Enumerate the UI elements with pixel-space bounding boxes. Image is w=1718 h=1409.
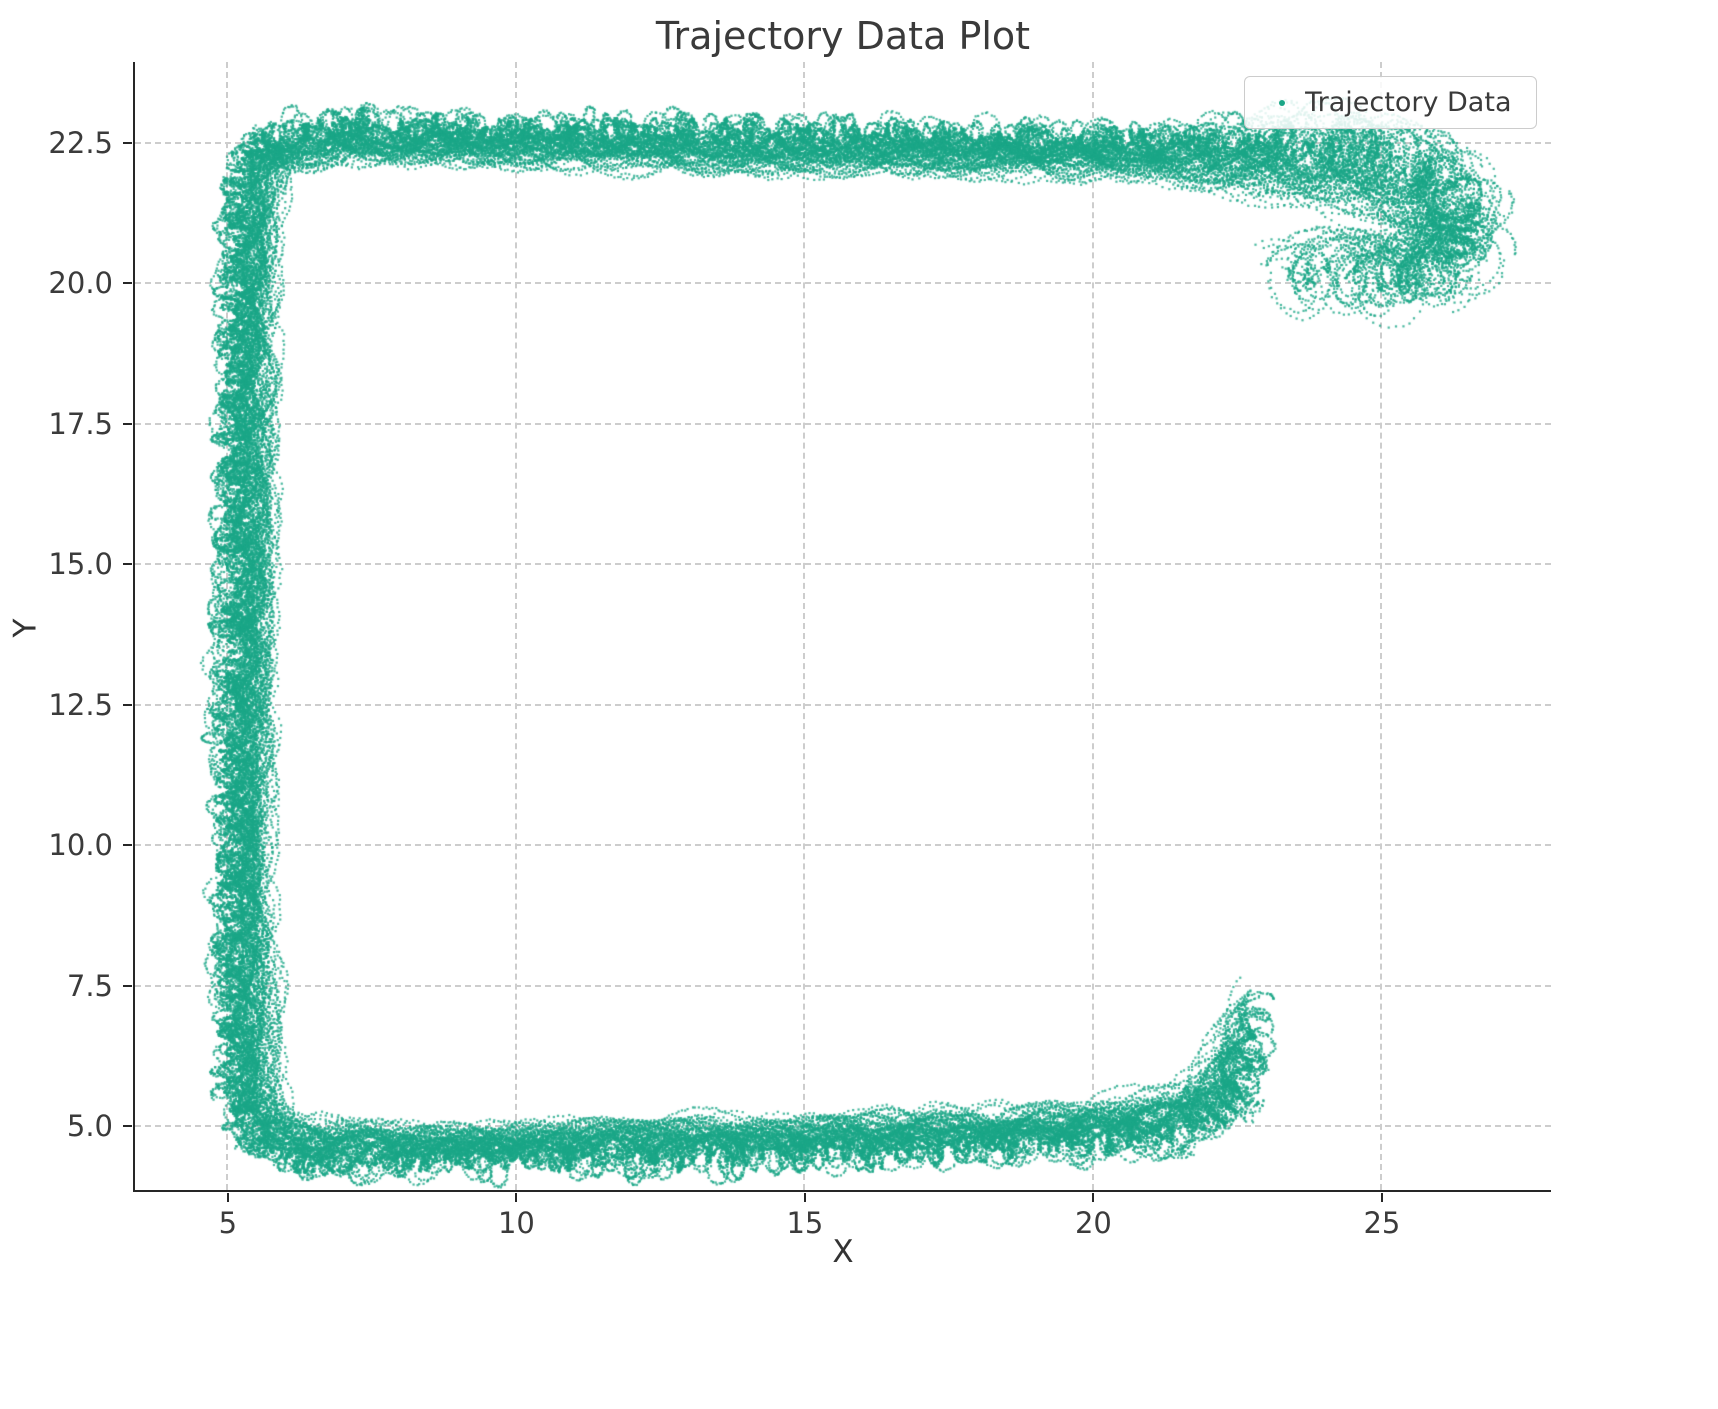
y-tick-label: 17.5: [48, 406, 113, 441]
x-tick-label: 5: [218, 1206, 238, 1240]
x-tick-label: 15: [786, 1206, 824, 1240]
legend: Trajectory Data: [1244, 76, 1537, 129]
y-tick-mark: [123, 1125, 132, 1128]
y-tick-label: 22.5: [48, 125, 113, 160]
y-tick-label: 15.0: [48, 547, 113, 582]
y-tick-label: 12.5: [48, 687, 113, 722]
y-tick-label: 20.0: [48, 266, 113, 301]
x-tick-mark: [515, 1193, 518, 1202]
x-tick-label: 10: [497, 1206, 535, 1240]
y-tick-mark: [123, 563, 132, 566]
y-tick-mark: [123, 984, 132, 987]
y-axis-label: Y: [7, 618, 44, 638]
x-tick-mark: [1092, 1193, 1095, 1202]
legend-label: Trajectory Data: [1305, 87, 1512, 118]
y-tick-mark: [123, 422, 132, 425]
legend-marker-dot: [1279, 99, 1286, 106]
y-tick-mark: [123, 703, 132, 706]
y-tick-label: 7.5: [66, 968, 113, 1003]
y-tick-mark: [123, 844, 132, 847]
chart-title: Trajectory Data Plot: [655, 14, 1031, 58]
trajectory-scatter-canvas: [134, 62, 1551, 1190]
x-tick-label: 20: [1074, 1206, 1112, 1240]
x-tick-mark: [803, 1193, 806, 1202]
x-tick-mark: [1380, 1193, 1383, 1202]
x-tick-label: 25: [1363, 1206, 1401, 1240]
x-axis-label: X: [832, 1234, 854, 1270]
y-tick-label: 5.0: [66, 1109, 113, 1144]
plot-area: Trajectory Data: [132, 62, 1551, 1192]
x-tick-mark: [226, 1193, 229, 1202]
y-tick-label: 10.0: [48, 828, 113, 863]
y-tick-mark: [123, 141, 132, 144]
y-tick-mark: [123, 282, 132, 285]
